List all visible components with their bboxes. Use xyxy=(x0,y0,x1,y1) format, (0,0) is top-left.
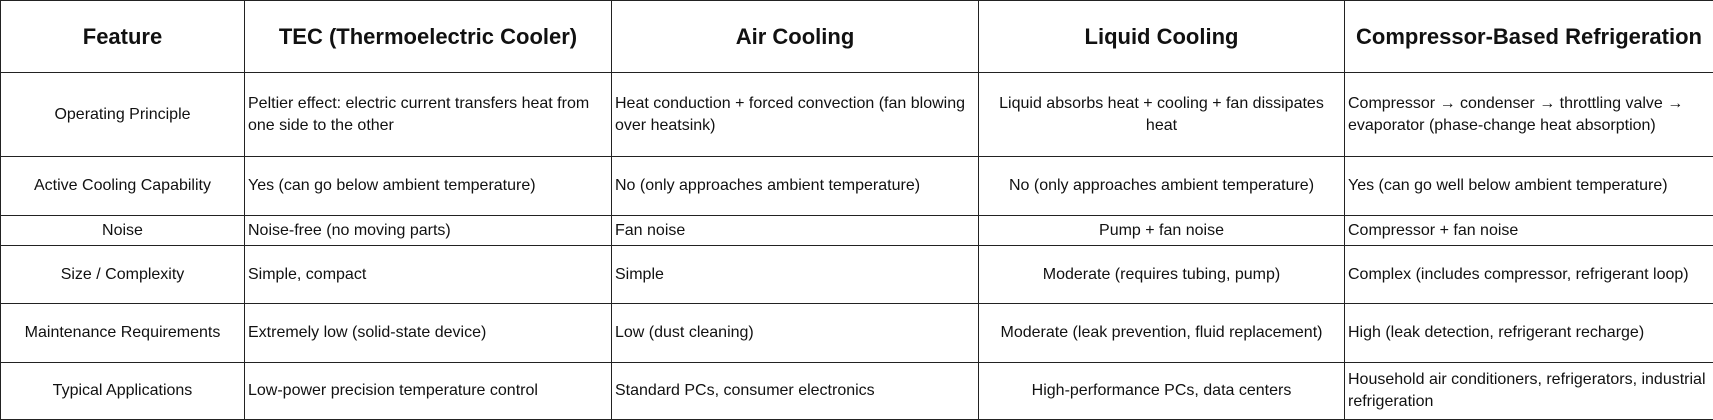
header-cell: Liquid Cooling xyxy=(979,1,1345,73)
table-cell: Noise xyxy=(1,216,245,246)
table-cell: No (only approaches ambient temperature) xyxy=(612,157,979,216)
header-cell: TEC (Thermoelectric Cooler) xyxy=(245,1,612,73)
table-cell: Standard PCs, consumer electronics xyxy=(612,363,979,420)
table-cell: Pump + fan noise xyxy=(979,216,1345,246)
table-cell: Fan noise xyxy=(612,216,979,246)
table-cell: Compressor → condenser → throttling valv… xyxy=(1345,73,1713,157)
table-cell: Heat conduction + forced convection (fan… xyxy=(612,73,979,157)
table-cell: Compressor + fan noise xyxy=(1345,216,1713,246)
table-cell: Low-power precision temperature control xyxy=(245,363,612,420)
table-cell: Yes (can go below ambient temperature) xyxy=(245,157,612,216)
table-cell: Liquid absorbs heat + cooling + fan diss… xyxy=(979,73,1345,157)
table-cell: High-performance PCs, data centers xyxy=(979,363,1345,420)
table-cell: Low (dust cleaning) xyxy=(612,304,979,363)
table-cell: Moderate (requires tubing, pump) xyxy=(979,246,1345,304)
table-cell: Active Cooling Capability xyxy=(1,157,245,216)
table-cell: Extremely low (solid-state device) xyxy=(245,304,612,363)
table-cell: Complex (includes compressor, refrigeran… xyxy=(1345,246,1713,304)
table-cell: Household air conditioners, refrigerator… xyxy=(1345,363,1713,420)
header-cell: Air Cooling xyxy=(612,1,979,73)
table-cell: Simple, compact xyxy=(245,246,612,304)
header-cell: Compressor-Based Refrigeration xyxy=(1345,1,1713,73)
table-cell: Maintenance Requirements xyxy=(1,304,245,363)
table-cell: Typical Applications xyxy=(1,363,245,420)
table-cell: Simple xyxy=(612,246,979,304)
table-cell: Noise-free (no moving parts) xyxy=(245,216,612,246)
header-cell: Feature xyxy=(1,1,245,73)
table-cell: Yes (can go well below ambient temperatu… xyxy=(1345,157,1713,216)
table-cell: Moderate (leak prevention, fluid replace… xyxy=(979,304,1345,363)
table-cell: No (only approaches ambient temperature) xyxy=(979,157,1345,216)
table-cell: Peltier effect: electric current transfe… xyxy=(245,73,612,157)
table-cell: High (leak detection, refrigerant rechar… xyxy=(1345,304,1713,363)
table-cell: Operating Principle xyxy=(1,73,245,157)
table-cell: Size / Complexity xyxy=(1,246,245,304)
